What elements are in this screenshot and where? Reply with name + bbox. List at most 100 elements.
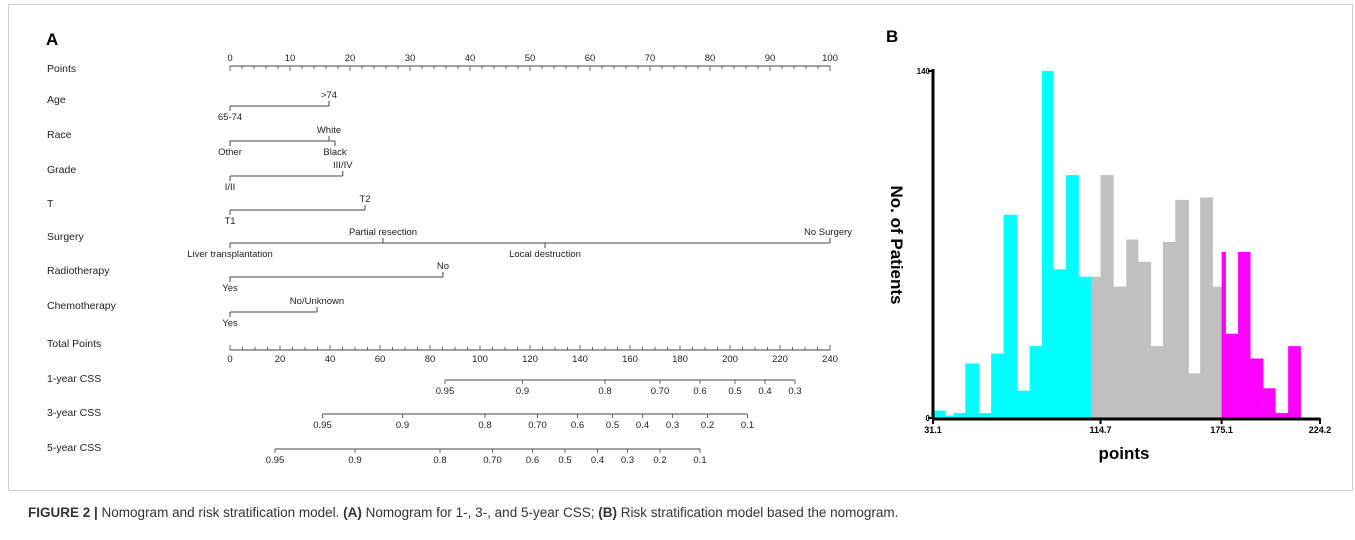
x-tick-label: 31.1 — [924, 425, 942, 435]
points-tick-label: 100 — [822, 53, 838, 64]
total-points-tick-label: 140 — [572, 354, 588, 365]
variable-label-surgery: Surgery — [47, 231, 85, 243]
histogram-bar — [1288, 346, 1301, 418]
variable-label-race: Race — [47, 129, 72, 141]
survival-axis-label-2: 3-year CSS — [47, 407, 101, 419]
histogram-bar — [933, 410, 946, 418]
caption-text-3: Risk stratification model based the nomo… — [616, 505, 899, 520]
total-points-tick-label: 80 — [425, 354, 436, 365]
survival-tick-label: 0.9 — [516, 386, 529, 397]
survival-tick-label: 0.3 — [788, 386, 801, 397]
histogram-bar — [1200, 197, 1213, 418]
level-label-surgery: Liver transplantation — [187, 249, 273, 260]
histogram-bar — [991, 353, 1004, 418]
histogram-bar — [1221, 251, 1226, 418]
variable-label-t: T — [47, 198, 54, 210]
total-points-tick-label: 100 — [472, 354, 488, 365]
level-label-surgery: Partial resection — [349, 227, 417, 238]
level-label-grade: I/II — [225, 182, 236, 193]
histogram-bar — [1275, 413, 1289, 418]
level-label-t: T2 — [359, 194, 370, 205]
histogram-bar — [1188, 373, 1201, 418]
level-label-chemotherapy: Yes — [222, 318, 238, 329]
x-tick-label: 175.1 — [1210, 425, 1233, 435]
x-tick-label: 114.7 — [1090, 425, 1112, 435]
survival-tick-label: 0.9 — [348, 455, 361, 466]
level-label-age: 65-74 — [218, 112, 242, 123]
panel-a-label: A — [46, 30, 58, 49]
variable-label-chemotherapy: Chemotherapy — [47, 300, 117, 312]
total-points-tick-label: 220 — [772, 354, 788, 365]
points-tick-label: 0 — [227, 53, 232, 64]
histogram-bar — [1078, 276, 1092, 418]
points-tick-label: 40 — [465, 53, 476, 64]
level-label-radiotherapy: No — [437, 261, 449, 272]
points-tick-label: 10 — [285, 53, 296, 64]
total-points-tick-label: 0 — [227, 354, 232, 365]
histogram-bar — [1162, 242, 1176, 418]
survival-axis-label-1: 1-year CSS — [47, 373, 101, 385]
total-points-tick-label: 40 — [325, 354, 336, 365]
total-points-tick-label: 240 — [822, 354, 838, 365]
histogram-bar — [1066, 175, 1079, 418]
y-axis-title: No. of Patients — [887, 185, 906, 304]
points-row-label: Points — [47, 63, 76, 75]
survival-tick-label: 0.95 — [436, 386, 455, 397]
histogram-bar — [953, 413, 966, 418]
survival-tick-label: 0.5 — [728, 386, 741, 397]
histogram-bar — [1175, 199, 1189, 418]
level-label-race: Black — [323, 147, 346, 158]
survival-tick-label: 0.4 — [758, 386, 771, 397]
total-points-tick-label: 180 — [672, 354, 688, 365]
x-tick-label: 224.2 — [1309, 425, 1332, 435]
caption-figure-label: FIGURE 2 | — [28, 505, 98, 520]
points-tick-label: 80 — [705, 53, 716, 64]
histogram-bar — [1263, 388, 1276, 418]
survival-tick-label: 0.70 — [651, 386, 670, 397]
y-tick-label: 140 — [917, 67, 931, 76]
figure-caption: FIGURE 2 | Nomogram and risk stratificat… — [28, 505, 898, 520]
level-label-age: >74 — [321, 90, 337, 101]
total-points-tick-label: 160 — [622, 354, 638, 365]
histogram-bar — [1150, 346, 1164, 418]
survival-tick-label: 0.8 — [433, 455, 446, 466]
total-points-tick-label: 60 — [375, 354, 386, 365]
histogram-bar — [1212, 286, 1222, 418]
survival-tick-label: 0.70 — [483, 455, 502, 466]
risk-histogram: 0 140 31.1 114.7 175.1 224.2 points No. of Pati… — [887, 67, 1331, 463]
figure-frame — [8, 4, 1353, 491]
points-tick-label: 20 — [345, 53, 356, 64]
variable-label-radiotherapy: Radiotherapy — [47, 265, 110, 277]
histogram-bar — [1016, 390, 1030, 418]
survival-tick-label: 0.2 — [653, 455, 666, 466]
histogram-bar — [1029, 346, 1043, 418]
level-label-race: White — [317, 125, 341, 136]
survival-tick-label: 0.5 — [558, 455, 571, 466]
level-label-grade: III/IV — [333, 160, 353, 171]
total-points-tick-label: 120 — [522, 354, 538, 365]
points-tick-label: 30 — [405, 53, 416, 64]
histogram-bar — [1113, 286, 1127, 418]
histogram-bar — [1238, 251, 1251, 418]
total-points-label: Total Points — [47, 338, 101, 350]
survival-tick-label: 0.3 — [666, 420, 679, 431]
survival-tick-label: 0.1 — [693, 455, 706, 466]
survival-tick-label: 0.6 — [571, 420, 584, 431]
x-axis-title: points — [1099, 444, 1150, 463]
y-tick-label: 0 — [926, 414, 931, 423]
points-tick-label: 50 — [525, 53, 536, 64]
level-label-surgery: No Surgery — [804, 227, 852, 238]
survival-tick-label: 0.95 — [266, 455, 285, 466]
histogram-bar — [978, 413, 992, 418]
survival-tick-label: 0.5 — [606, 420, 619, 431]
nomogram: Points 0 10 20 30 40 50 60 70 80 90 100 Age 65-74 >74 R… — [47, 53, 852, 466]
variable-label-grade: Grade — [47, 164, 76, 176]
figure-canvas: A B Points 0 10 20 30 40 50 60 70 80 90 100 Age 65-74… — [46, 27, 1331, 466]
histogram-bar — [1053, 269, 1067, 418]
survival-tick-label: 0.6 — [526, 455, 539, 466]
survival-tick-label: 0.8 — [598, 386, 611, 397]
survival-tick-label: 0.2 — [701, 420, 714, 431]
survival-tick-label: 0.9 — [396, 420, 409, 431]
survival-tick-label: 0.95 — [313, 420, 332, 431]
histogram-bar — [1126, 239, 1139, 418]
